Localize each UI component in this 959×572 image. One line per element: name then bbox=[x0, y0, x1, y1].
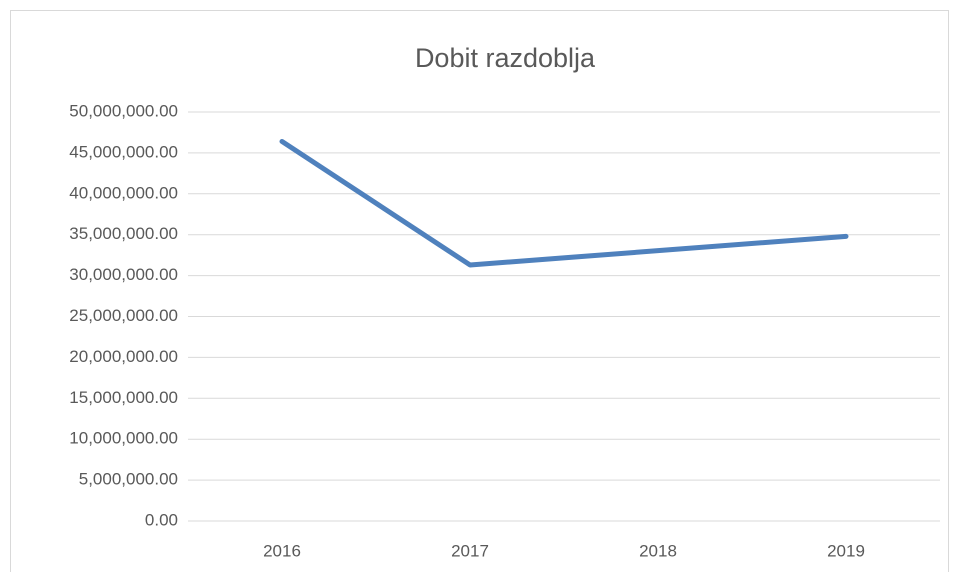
y-tick-label: 0.00 bbox=[145, 510, 178, 529]
y-tick-label: 50,000,000.00 bbox=[69, 101, 178, 120]
y-tick-label: 5,000,000.00 bbox=[79, 470, 178, 489]
x-tick-label: 2018 bbox=[639, 541, 677, 560]
line-series bbox=[279, 138, 849, 268]
y-tick-label: 35,000,000.00 bbox=[69, 224, 178, 243]
y-tick-label: 40,000,000.00 bbox=[69, 183, 178, 202]
chart-frame bbox=[10, 10, 949, 572]
y-tick-label: 25,000,000.00 bbox=[69, 306, 178, 325]
x-tick-label: 2017 bbox=[451, 541, 489, 560]
chart-title: Dobit razdoblja bbox=[415, 43, 596, 73]
y-tick-label: 30,000,000.00 bbox=[69, 265, 178, 284]
y-tick-label: 20,000,000.00 bbox=[69, 347, 178, 366]
y-tick-label: 45,000,000.00 bbox=[69, 142, 178, 161]
x-tick-label: 2019 bbox=[827, 541, 865, 560]
y-tick-label: 10,000,000.00 bbox=[69, 429, 178, 448]
y-tick-label: 15,000,000.00 bbox=[69, 388, 178, 407]
x-tick-label: 2016 bbox=[263, 541, 301, 560]
